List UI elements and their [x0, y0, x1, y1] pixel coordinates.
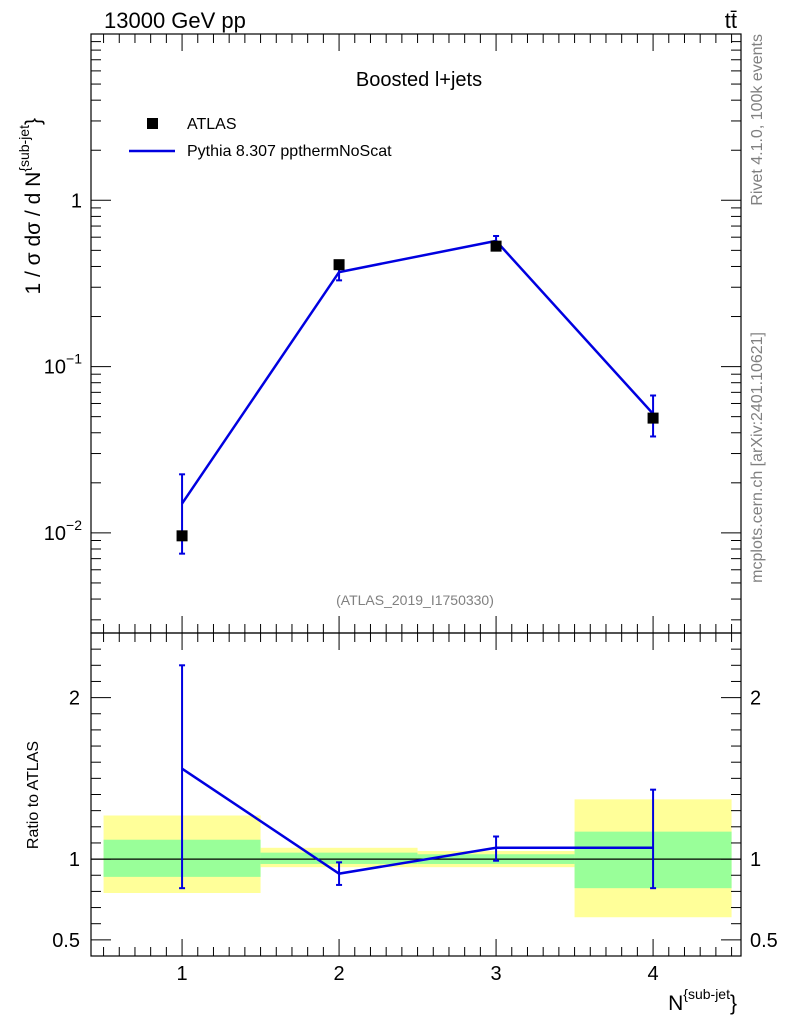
main-ytick-base: 10: [44, 357, 66, 379]
main-ylabel-text: 1 / σ dσ / d N: [22, 172, 45, 295]
xtick-label: 3: [491, 963, 502, 985]
ratio-ytick-label: 1: [69, 849, 80, 871]
main-ytick-exponent: −2: [66, 517, 82, 533]
ratio-ylabel: Ratio to ATLAS: [25, 741, 42, 849]
main-ytick-labels: 10−210−11: [44, 190, 82, 545]
main-ytick-exponent: −1: [66, 351, 82, 367]
main-data: [176, 234, 659, 555]
xtick-label: 4: [648, 963, 659, 985]
mc-line: [181, 239, 655, 505]
legend: ATLAS Pythia 8.307 ppthermNoScat: [129, 116, 392, 160]
atlas-data-point: [490, 240, 502, 252]
ratio-ytick-label: 2: [69, 688, 80, 710]
xtick-labels: 1 2 3 4: [177, 963, 659, 985]
ratio-data: [179, 664, 657, 890]
ratio-ytick-label-right: 2: [750, 688, 761, 710]
legend-mc-label: Pythia 8.307 ppthermNoScat: [187, 143, 392, 160]
ratio-ytick-labels: 0.5 0.5 1 1 2 2: [52, 688, 778, 952]
ratio-ytick-label: 0.5: [52, 930, 80, 952]
ratio-panel: 0.5 0.5 1 1 2 2 1 2 3 4 Ratio to ATLAS N{sub-jet…: [25, 632, 778, 1015]
ratio-bands: [91, 799, 741, 918]
legend-atlas-label: ATLAS: [187, 116, 237, 133]
analysis-label: (ATLAS_2019_I1750330): [336, 592, 494, 608]
main-ytick-label: 10−2: [44, 517, 82, 545]
legend-atlas-marker: [147, 118, 158, 129]
uncertainty-band-green: [260, 852, 418, 864]
main-ylabel: 1 / σ dσ / d N{sub-jet}: [16, 118, 45, 295]
svg-text:1 / σ dσ / d N{sub-jet}: 1 / σ dσ / d N{sub-jet}: [16, 118, 45, 295]
svg-text:N{sub-jet}: N{sub-jet}: [668, 986, 737, 1015]
atlas-data-point: [176, 530, 188, 542]
main-panel: 10−210−11 Boosted l+jets (ATLAS_2019_I17…: [16, 33, 742, 634]
atlas-data-point: [647, 412, 659, 424]
header-energy-label: 13000 GeV pp: [104, 8, 246, 33]
main-ytick-label: 10−1: [44, 351, 82, 379]
header-process-label: tt̄: [725, 8, 737, 33]
xtick-label: 2: [334, 963, 345, 985]
main-ticks: [91, 33, 741, 633]
ratio-xlabel: N{sub-jet}: [668, 986, 737, 1015]
atlas-data-point: [333, 259, 345, 271]
xtick-label: 1: [177, 963, 188, 985]
main-ylabel-superscript: {sub-jet: [16, 125, 32, 172]
ratio-ytick-label-right: 1: [750, 849, 761, 871]
xlabel-superscript: {sub-jet: [683, 986, 730, 1002]
ratio-ticks: [91, 632, 741, 957]
ratio-ytick-label-right: 0.5: [750, 930, 778, 952]
main-ytick-base: 10: [44, 523, 66, 545]
main-title: Boosted l+jets: [356, 69, 482, 91]
main-ytick-label: 1: [71, 190, 82, 212]
xlabel-text: N: [668, 992, 683, 1015]
ratio-line: [181, 767, 654, 875]
source-label: mcplots.cern.ch [arXiv:2401.10621]: [749, 332, 766, 583]
rivet-version-label: Rivet 4.1.0, 100k events: [749, 34, 766, 206]
